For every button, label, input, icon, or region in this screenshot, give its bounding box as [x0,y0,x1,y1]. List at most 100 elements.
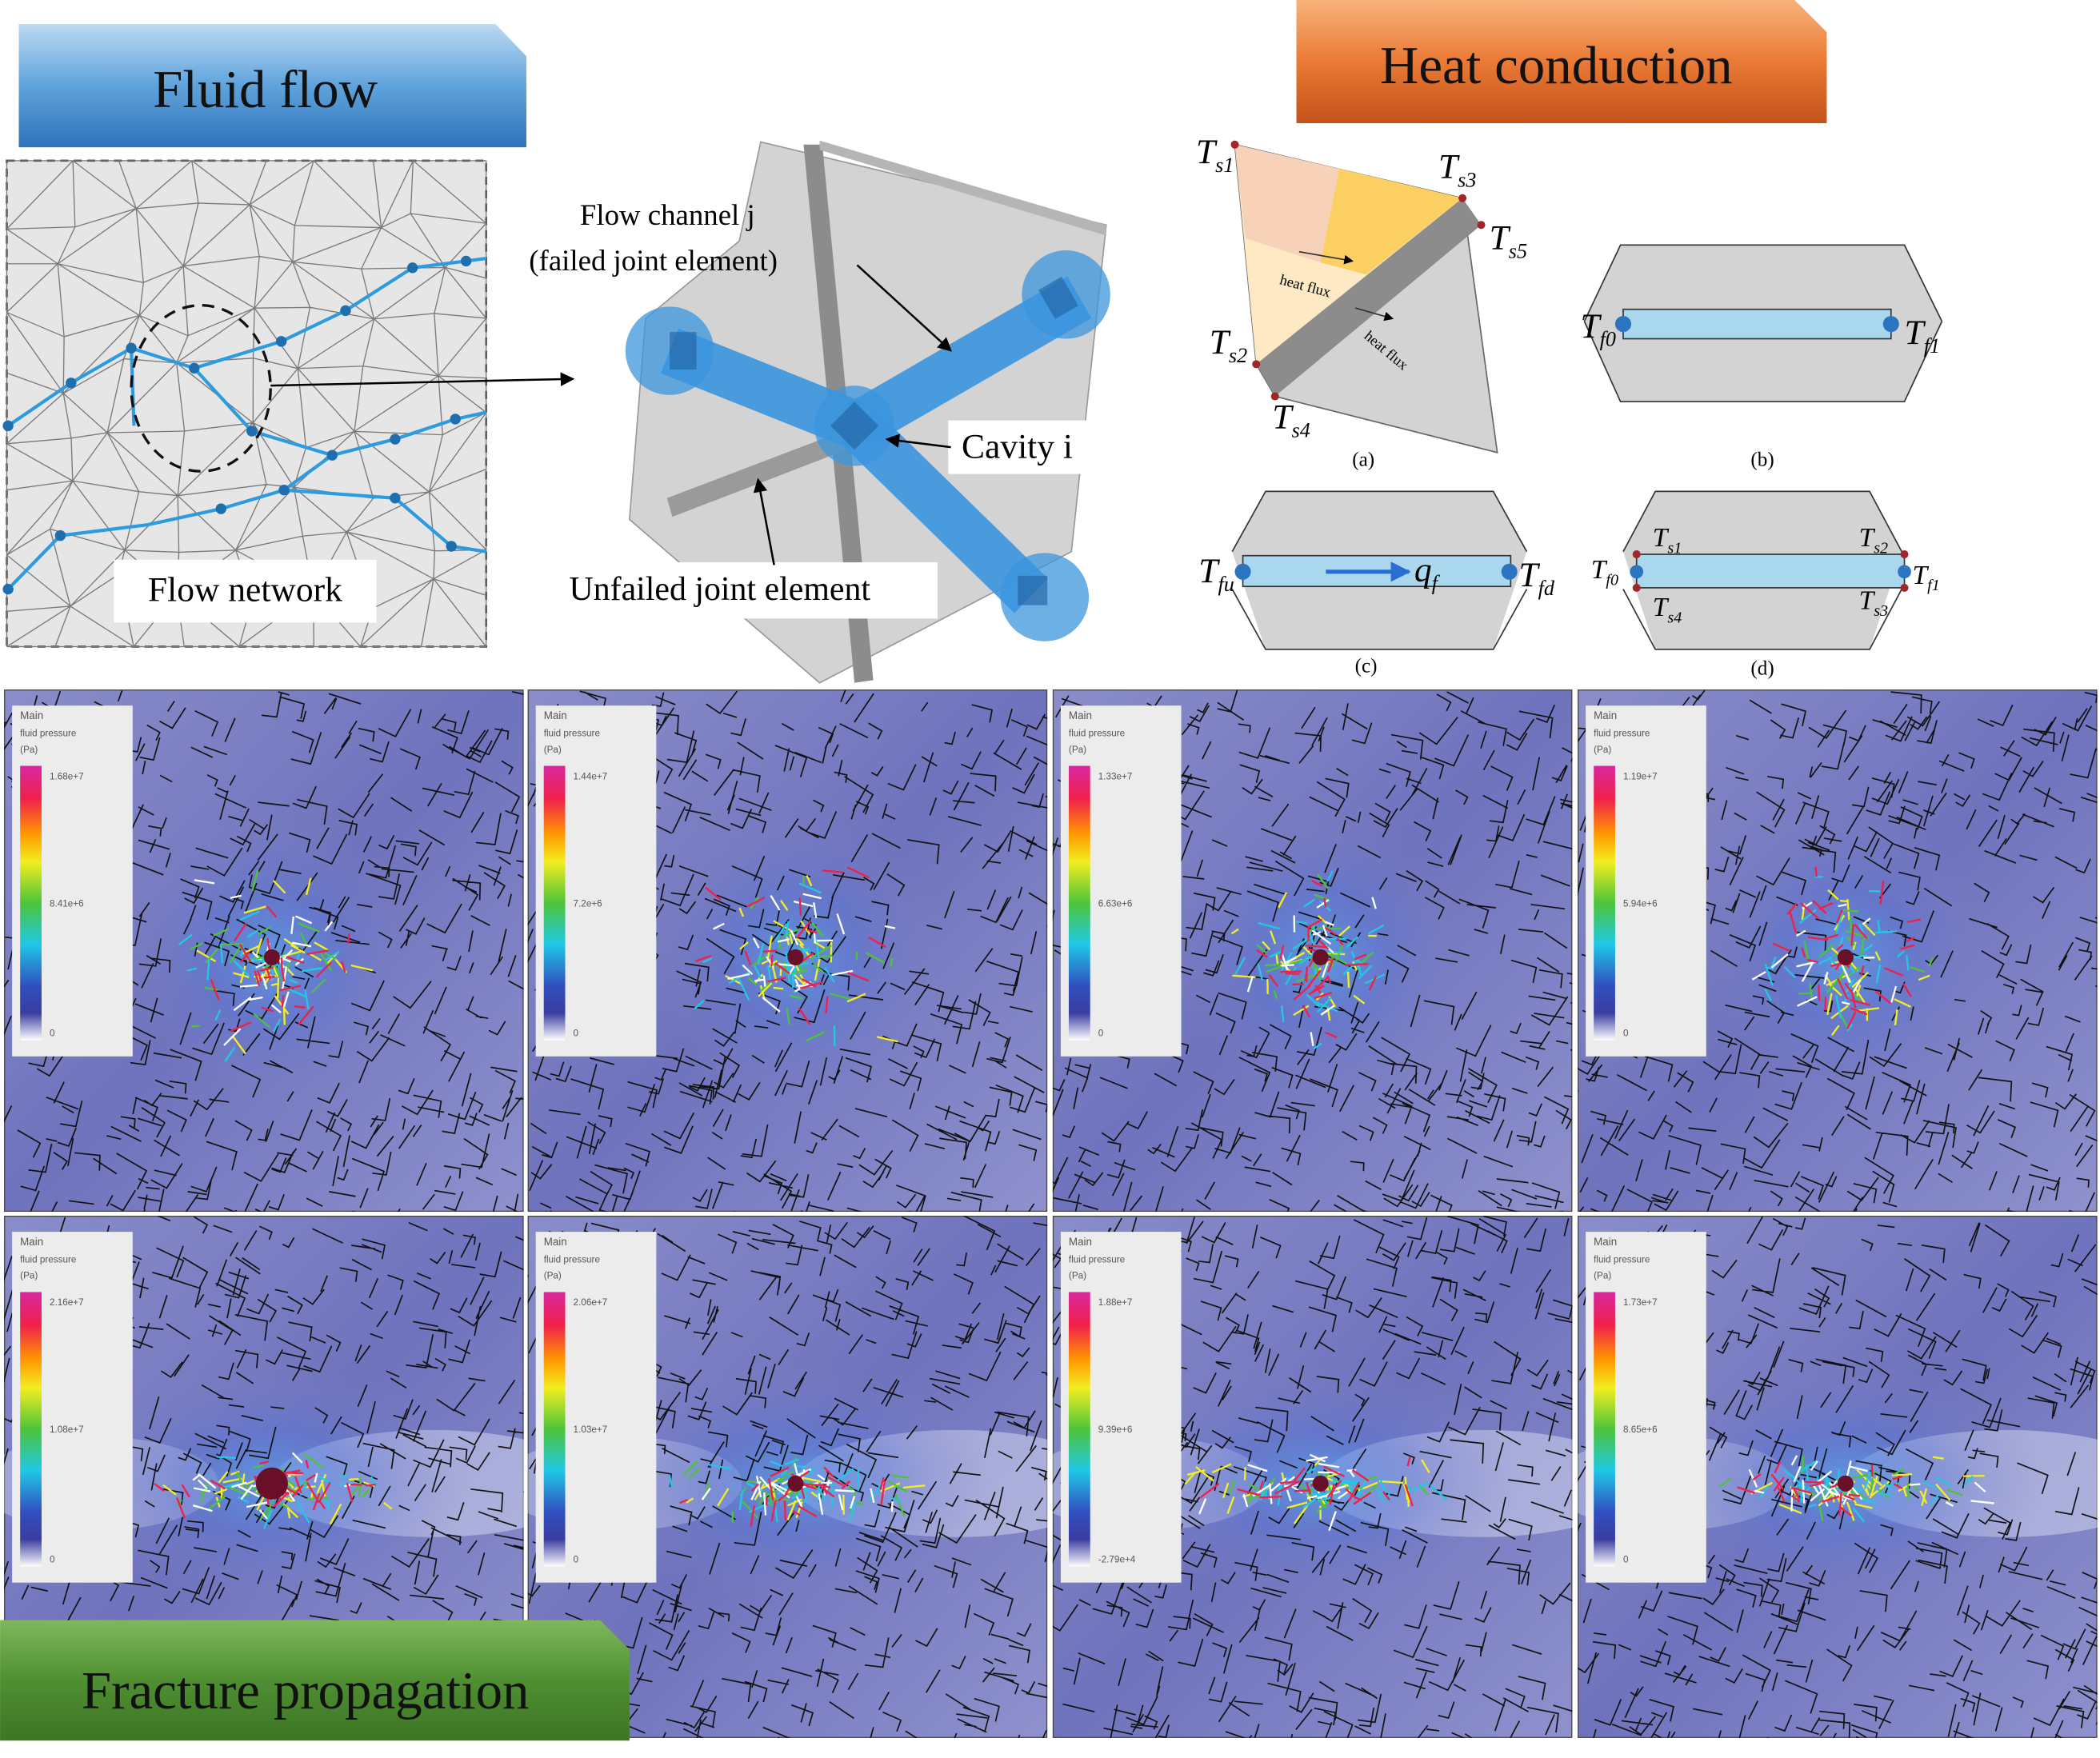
shape [340,305,351,317]
cavity-cores [670,276,1078,605]
shape [2,583,14,595]
legend-quantity: fluid pressure [544,729,600,739]
subscript: s1 [1215,154,1234,177]
fracture-panel: Main fluid pressure (Pa) 2.06e+7 1.03e+7 0 [527,1216,1048,1738]
symbol-label: Ts3 [1438,148,1476,192]
legend-main: Main [544,1236,567,1248]
colorbar-mid: 8.65e+6 [1623,1424,1658,1435]
colorbar-max: 1.73e+7 [1623,1297,1658,1308]
flow-path [283,488,487,553]
colorbar-legend: Main fluid pressure (Pa) 2.16e+7 1.08e+7 0 [12,1232,133,1583]
flow-nodes [2,255,472,595]
injection-point [1312,1475,1329,1492]
node [1882,316,1899,333]
pressure-cracks [695,866,886,1025]
legend-unit: (Pa) [544,745,562,755]
symbol: T [1913,561,1930,590]
shape [390,493,401,504]
shape [1632,550,1641,559]
node [1234,563,1251,580]
symbol: T [1196,133,1218,171]
subscript: f0 [1606,572,1618,589]
subscript: s3 [1458,169,1476,192]
symbol: T [1859,523,1876,553]
legend-unit: (Pa) [20,745,38,755]
shape [2,420,14,432]
channel-label: Flow channel j [580,198,755,231]
symbol: q [1414,551,1432,589]
shape [1230,140,1239,149]
injection-point [787,1475,804,1492]
node [1630,565,1644,579]
legend-quantity: fluid pressure [544,1255,600,1265]
shape [189,362,200,374]
fracture-panel: Main fluid pressure (Pa) 1.68e+7 8.41e+6 0 [4,689,524,1212]
colorbar-mid: 7.2e+6 [574,898,602,909]
symbol-label: Ts2 [1210,323,1247,367]
shape [1270,392,1279,401]
colorbar-min: 0 [1098,1029,1104,1039]
shape [670,332,697,370]
symbol: T [1859,586,1876,616]
fracture-panel: Main fluid pressure (Pa) 1.33e+7 6.63e+6 0 [1052,689,1573,1212]
shape [446,541,457,552]
colorbar-max: 1.68e+7 [50,771,84,781]
flux-arrow [1354,307,1394,322]
symbol-label: Ts5 [1490,218,1527,262]
symbol: T [1438,148,1460,186]
flow-path [6,453,334,591]
fracture-panel: Main fluid pressure (Pa) 1.44e+7 7.2e+6 0 [527,689,1048,1212]
unfailed-label: Unfailed joint element [570,571,871,608]
shape [1252,360,1261,369]
symbol-label: qf [1414,551,1441,595]
shape [840,408,1049,613]
pressure-cracks [1199,1456,1414,1507]
colorbar-legend: Main fluid pressure (Pa) 1.19e+7 5.94e+6 0 [1586,705,1706,1057]
legend-main: Main [20,709,43,721]
shape [1900,583,1909,592]
injection-point [787,949,804,965]
colorbar-max: 1.33e+7 [1098,771,1133,781]
colorbar-mid: 1.03e+7 [574,1424,608,1435]
symbol: T [1905,314,1926,352]
symbol: T [1272,398,1294,437]
node [1501,563,1518,580]
colorbar-mid: 1.08e+7 [50,1424,84,1435]
symbol-label: Ts1 [1196,133,1234,177]
outline-b [1583,244,1943,403]
shape [54,529,66,541]
colorbar-mid: 5.94e+6 [1623,898,1658,909]
symbol: T [1653,593,1670,622]
symbol: T [1518,556,1540,594]
caption: (b) [1750,449,1774,471]
zoom-ellipse [130,304,272,473]
nodes-a [1230,140,1486,401]
colorbar-mid: 9.39e+6 [1098,1424,1133,1435]
colorbar [1068,765,1090,1041]
pressure-cracks [1256,879,1378,1039]
injection-point [255,1467,288,1500]
shape [246,426,258,437]
symbol-label: Ts2 [1859,523,1888,557]
caption: (c) [1355,655,1378,677]
label-box [555,562,938,619]
legend-main: Main [20,1236,43,1248]
network-label: Flow network [148,571,342,609]
legend-main: Main [1069,709,1092,721]
pressure-cracks [713,893,896,1013]
subscript: fd [1538,577,1555,600]
colorbar [543,765,566,1041]
pointer [856,264,952,352]
colorbar-max: 2.16e+7 [50,1297,84,1308]
fracture-banner [0,1620,630,1741]
colorbar-legend: Main fluid pressure (Pa) 1.33e+7 6.63e+6 0 [1060,705,1182,1057]
fluid-b [1622,308,1892,340]
colorbar-min: 0 [574,1555,579,1565]
fluid-flow-banner [18,24,526,148]
shape [1900,550,1909,559]
colorbar-min: 0 [50,1555,55,1565]
colorbar [20,765,42,1041]
shape [460,255,472,267]
heat-banner [1296,0,1827,124]
